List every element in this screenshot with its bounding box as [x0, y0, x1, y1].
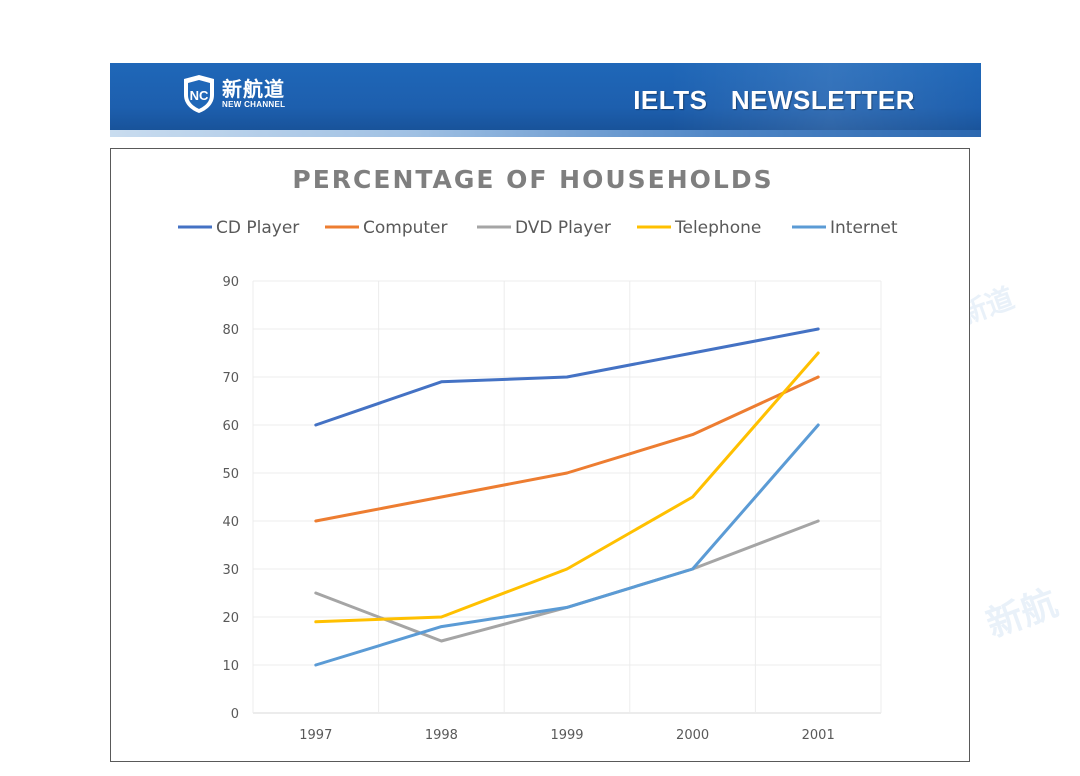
data-point-computer [691, 433, 694, 436]
data-point-cd-player [440, 380, 443, 383]
y-tick-label: 40 [222, 515, 239, 530]
legend-label-telephone: Telephone [674, 218, 761, 238]
y-tick-label: 60 [222, 419, 239, 434]
data-point-internet [817, 423, 820, 427]
y-tick-label: 10 [222, 659, 239, 674]
logo-english-text: NEW CHANNEL [222, 100, 286, 109]
logo-chinese-text: 新航道 [222, 77, 285, 101]
data-point-computer [817, 375, 820, 379]
legend-label-dvd-player: DVD Player [515, 218, 611, 238]
header-stripe [110, 130, 981, 137]
data-point-dvd-player [817, 519, 820, 523]
y-tick-label: 50 [222, 467, 239, 482]
chart-series [314, 327, 820, 667]
data-point-computer [440, 495, 443, 499]
data-point-cd-player [565, 375, 569, 379]
series-line-dvd-player [314, 519, 820, 643]
x-tick-label: 1997 [299, 728, 332, 743]
y-tick-label: 80 [222, 323, 239, 338]
data-point-internet [314, 663, 317, 667]
data-point-internet [440, 625, 443, 628]
watermark-right-bottom: 新航 [981, 582, 1064, 646]
data-point-internet [691, 567, 694, 571]
x-tick-label: 1998 [425, 728, 458, 743]
data-point-computer [314, 519, 317, 523]
line-chart: PERCENTAGE OF HOUSEHOLDS CD Player Comput… [178, 165, 898, 743]
legend-label-cd-player: CD Player [216, 218, 299, 238]
chart-grid [252, 280, 882, 714]
data-point-dvd-player [440, 639, 443, 643]
chart-legend: CD Player Computer DVD Player Telephone Inte… [178, 218, 898, 238]
data-point-computer [565, 471, 569, 475]
data-point-telephone [691, 495, 694, 499]
x-tick-label: 2001 [802, 728, 835, 743]
newsletter-title: IELTS NEWSLETTER [633, 85, 915, 115]
data-point-cd-player [817, 327, 820, 331]
chart-title: PERCENTAGE OF HOUSEHOLDS [292, 165, 773, 194]
series-line-internet [314, 423, 820, 667]
data-point-cd-player [691, 351, 694, 355]
shield-logo-icon: NC [184, 75, 214, 113]
y-tick-label: 90 [222, 275, 239, 290]
chart-frame: PERCENTAGE OF HOUSEHOLDS CD Player Comput… [110, 148, 970, 762]
data-point-cd-player [314, 423, 317, 427]
y-tick-label: 30 [222, 563, 239, 578]
legend-label-computer: Computer [363, 218, 448, 238]
x-axis: 1997 1998 1999 2000 2001 [299, 728, 834, 743]
y-tick-label: 20 [222, 611, 239, 626]
data-point-telephone [440, 615, 443, 619]
svg-text:NC: NC [190, 88, 209, 103]
x-tick-label: 2000 [676, 728, 709, 743]
x-tick-label: 1999 [550, 728, 583, 743]
data-point-dvd-player [314, 591, 317, 595]
legend-label-internet: Internet [830, 218, 898, 238]
data-point-telephone [565, 567, 569, 571]
y-tick-label: 0 [231, 707, 239, 722]
y-axis: 0 10 20 30 40 50 60 70 80 90 [222, 275, 239, 722]
data-point-telephone [817, 351, 820, 355]
header-shine [670, 63, 981, 130]
y-tick-label: 70 [222, 371, 239, 386]
logo[interactable]: NC 新航道 NEW CHANNEL [182, 75, 285, 113]
series-line-telephone [314, 351, 820, 624]
data-point-internet [565, 606, 569, 609]
data-point-telephone [314, 620, 317, 623]
header-banner: NC 新航道 NEW CHANNEL IELTS NEWSLETTER [110, 63, 981, 137]
